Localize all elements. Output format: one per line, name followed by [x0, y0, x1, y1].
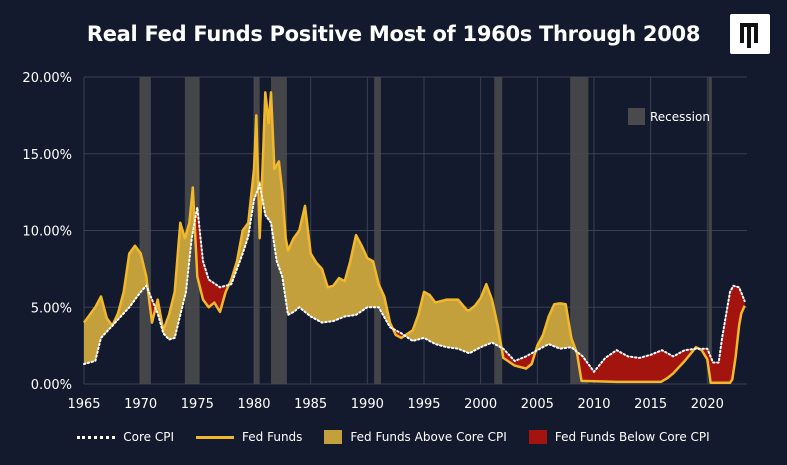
- y-tick-label: 0.00%: [31, 378, 72, 393]
- x-tick-label: 1985: [294, 397, 327, 412]
- recession-bar: [708, 77, 712, 384]
- x-tick-label: 1980: [237, 397, 270, 412]
- recession-legend-label: Recession: [650, 110, 710, 124]
- chart-legend: Core CPI Fed Funds Fed Funds Above Core …: [0, 430, 787, 444]
- legend-item-fed-funds: Fed Funds: [196, 430, 302, 444]
- x-tick-label: 1995: [407, 397, 440, 412]
- recession-bar: [139, 77, 151, 384]
- x-tick-label: 1975: [181, 397, 214, 412]
- fill-below-core-cpi: [195, 207, 230, 312]
- x-tick-label: 2015: [634, 397, 667, 412]
- brand-logo: [730, 14, 770, 54]
- legend-label-below: Fed Funds Below Core CPI: [554, 430, 710, 444]
- legend-item-above: Fed Funds Above Core CPI: [324, 430, 507, 444]
- legend-swatch-fed-funds: [196, 435, 235, 439]
- legend-swatch-above: [324, 430, 343, 444]
- fill-above-core-cpi: [405, 284, 502, 354]
- recession-bar: [374, 77, 381, 384]
- x-tick-label: 2010: [577, 397, 610, 412]
- legend-item-below: Fed Funds Below Core CPI: [528, 430, 710, 444]
- legend-label-fed-funds: Fed Funds: [242, 430, 303, 444]
- legend-swatch-core-cpi: [77, 435, 116, 439]
- chart-canvas: 1965 1970 1975 1980 1985 1990 1995 2000 2005 2010…: [22, 71, 747, 412]
- recession-bar: [254, 77, 260, 384]
- legend-swatch-below: [528, 430, 547, 444]
- x-tick-label: 1965: [67, 397, 100, 412]
- legend-item-core-cpi: Core CPI: [77, 430, 174, 444]
- fill-above-core-cpi: [155, 187, 196, 340]
- core-cpi-line: [83, 180, 746, 374]
- fill-above-core-cpi: [84, 245, 149, 365]
- chart-title: Real Fed Funds Positive Most of 1960s Th…: [86, 22, 701, 46]
- recession-bar: [494, 77, 503, 384]
- legend-label-core-cpi: Core CPI: [123, 430, 175, 444]
- recession-bar: [570, 77, 589, 384]
- fill-below-core-cpi: [576, 348, 695, 382]
- fill-above-core-cpi: [261, 92, 394, 330]
- y-tick-label: 20.00%: [22, 71, 72, 86]
- fed-funds-line: [82, 91, 746, 385]
- recession-legend-swatch: [628, 108, 645, 125]
- x-tick-label: 2005: [521, 397, 554, 412]
- y-tick-label: 5.00%: [31, 301, 72, 316]
- x-tick-label: 2000: [464, 397, 497, 412]
- y-tick-label: 10.00%: [22, 225, 72, 240]
- x-tick-label: 2020: [691, 397, 724, 412]
- y-tick-label: 15.00%: [22, 148, 72, 163]
- x-tick-label: 1970: [124, 397, 157, 412]
- x-tick-label: 1990: [351, 397, 384, 412]
- fill-below-core-cpi: [501, 347, 537, 369]
- legend-label-above: Fed Funds Above Core CPI: [350, 430, 507, 444]
